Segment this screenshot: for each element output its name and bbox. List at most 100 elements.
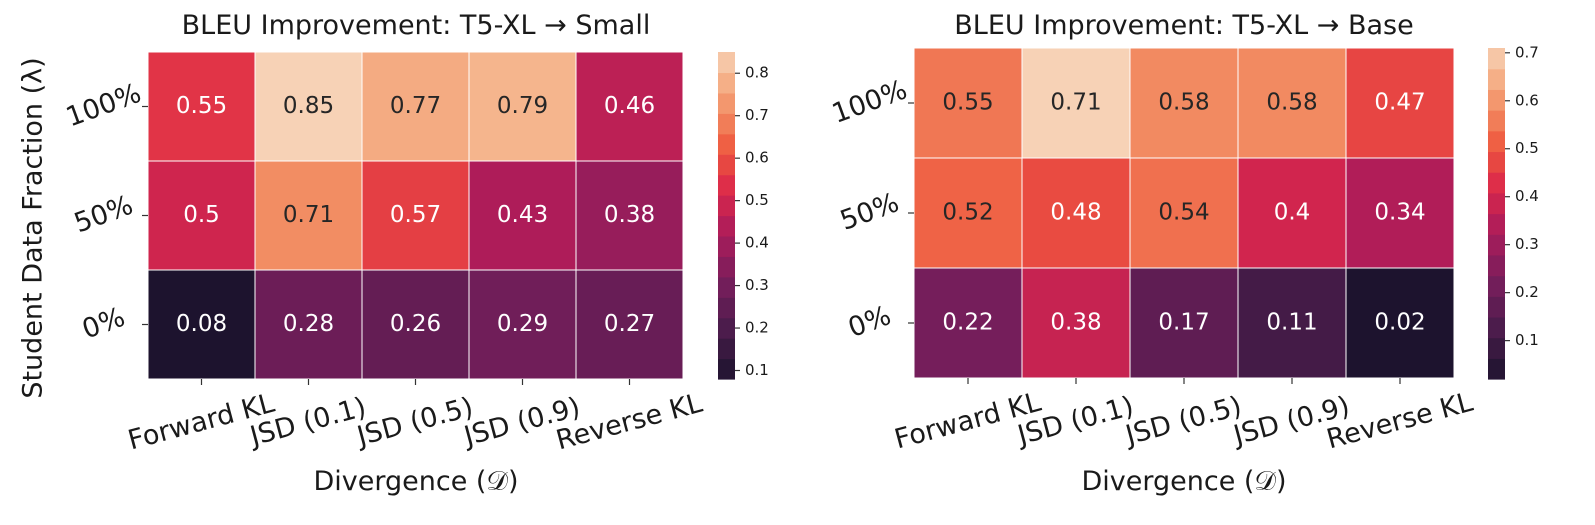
colorbar-band	[1488, 234, 1505, 256]
x-tick-label: JSD (0.5)	[1121, 391, 1245, 452]
cell-value-label: 0.38	[1050, 310, 1101, 336]
cell-value-label: 0.57	[390, 202, 441, 228]
colorbar-band	[1488, 296, 1505, 318]
heatmap-cell	[468, 269, 577, 380]
cell-value-label: 0.58	[1158, 90, 1209, 116]
colorbar-band	[718, 235, 735, 257]
heatmap-cell	[254, 269, 363, 380]
cell-value-label: 0.48	[1050, 200, 1101, 226]
heatmap-cell	[575, 269, 684, 380]
cell-value-label: 0.46	[604, 93, 655, 119]
chart-title: BLEU Improvement: T5-XL → Small	[182, 10, 651, 41]
cell-value-label: 0.11	[1266, 310, 1317, 336]
heatmap-cell	[147, 51, 256, 162]
x-axis-label: Divergence (𝒟)	[313, 466, 518, 497]
cell-value-label: 0.34	[1374, 200, 1425, 226]
colorbar-band	[718, 133, 735, 155]
heatmap-cell	[575, 51, 684, 162]
colorbar-band	[1488, 151, 1505, 173]
heatmap-cell	[361, 51, 470, 162]
x-axis-label: Divergence (𝒟)	[1081, 466, 1286, 497]
colorbar-band	[718, 317, 735, 339]
cell-value-label: 0.52	[942, 200, 993, 226]
cell-value-label: 0.26	[390, 311, 441, 337]
heatmap-cell	[1021, 47, 1131, 159]
cell-value-label: 0.29	[497, 311, 548, 337]
cell-value-label: 0.17	[1158, 310, 1209, 336]
colorbar-band	[718, 92, 735, 114]
colorbar-band	[1488, 48, 1505, 70]
colorbar-band	[718, 195, 735, 217]
colorbar-tick-label: 0.8	[745, 64, 769, 82]
colorbar-tick-label: 0.5	[745, 191, 769, 209]
cell-value-label: 0.02	[1374, 310, 1425, 336]
cell-value-label: 0.5	[183, 202, 220, 228]
cell-value-label: 0.22	[942, 310, 993, 336]
heatmap-cell	[1237, 267, 1347, 379]
y-tick-label: 0%	[78, 302, 129, 346]
colorbar-band	[718, 256, 735, 278]
colorbar-band	[1488, 130, 1505, 153]
heatmap-cell	[147, 160, 256, 271]
colorbar-tick-label: 0.6	[1515, 91, 1539, 109]
heatmap-cell	[361, 160, 470, 271]
heatmap-cell	[361, 269, 470, 380]
colorbar-band	[718, 174, 735, 196]
heatmap-cell	[1129, 47, 1239, 159]
cell-value-label: 0.58	[1266, 90, 1317, 116]
cell-value-label: 0.85	[283, 93, 334, 119]
colorbar-tick-label: 0.6	[745, 149, 769, 167]
cell-value-label: 0.77	[390, 93, 441, 119]
y-tick-label: 50%	[70, 190, 137, 240]
cell-value-label: 0.27	[604, 311, 655, 337]
heatmap-cell	[1237, 157, 1347, 269]
y-tick-label: 100%	[62, 78, 145, 134]
heatmap-cell	[468, 51, 577, 162]
heatmap-cell	[1021, 267, 1131, 379]
cell-value-label: 0.54	[1158, 200, 1209, 226]
y-tick-label: 0%	[844, 300, 895, 344]
cell-value-label: 0.55	[176, 93, 227, 119]
cell-value-label: 0.71	[283, 202, 334, 228]
colorbar-tick-label: 0.1	[745, 361, 769, 379]
colorbar-band	[1488, 316, 1505, 339]
cell-value-label: 0.47	[1374, 90, 1425, 116]
cell-value-label: 0.43	[497, 202, 548, 228]
y-tick-label: 100%	[828, 74, 911, 130]
colorbar-tick-label: 0.3	[1515, 235, 1539, 253]
cell-value-label: 0.28	[283, 311, 334, 337]
shared-y-axis-label: Student Data Fraction (λ)	[18, 57, 49, 398]
cell-value-label: 0.08	[176, 311, 227, 337]
colorbar-tick-label: 0.2	[745, 319, 769, 337]
colorbar-band	[718, 52, 735, 74]
colorbar-band	[718, 338, 735, 360]
colorbar-band	[1488, 110, 1505, 132]
colorbar-band	[718, 72, 735, 94]
colorbar-band	[718, 215, 735, 237]
heatmap-cell	[254, 51, 363, 162]
colorbar-band	[718, 154, 735, 176]
heatmap-cell	[913, 157, 1023, 269]
cell-value-label: 0.55	[942, 90, 993, 116]
heatmap-cell	[913, 47, 1023, 159]
colorbar-tick-label: 0.7	[1515, 43, 1539, 61]
colorbar-band	[1488, 172, 1505, 194]
colorbar-band	[718, 113, 735, 135]
colorbar-tick-label: 0.7	[745, 106, 769, 124]
colorbar-tick-label: 0.1	[1515, 331, 1539, 349]
heatmap-cell	[575, 160, 684, 271]
colorbar-tick-label: 0.3	[745, 276, 769, 294]
y-tick-label: 50%	[836, 187, 903, 237]
cell-value-label: 0.4	[1274, 200, 1311, 226]
colorbar-band	[718, 276, 735, 298]
colorbar-tick-label: 0.4	[745, 234, 769, 252]
x-tick-label: JSD (0.5)	[352, 392, 476, 453]
heatmap-cell	[1129, 157, 1239, 269]
colorbar-tick-label: 0.4	[1515, 187, 1539, 205]
heatmap-panel-2: BLEU Improvement: T5-XL → Base 0.55 0.71 0.…	[828, 10, 1539, 497]
colorbar-band	[1488, 68, 1505, 90]
heatmap-cell	[1345, 157, 1455, 269]
